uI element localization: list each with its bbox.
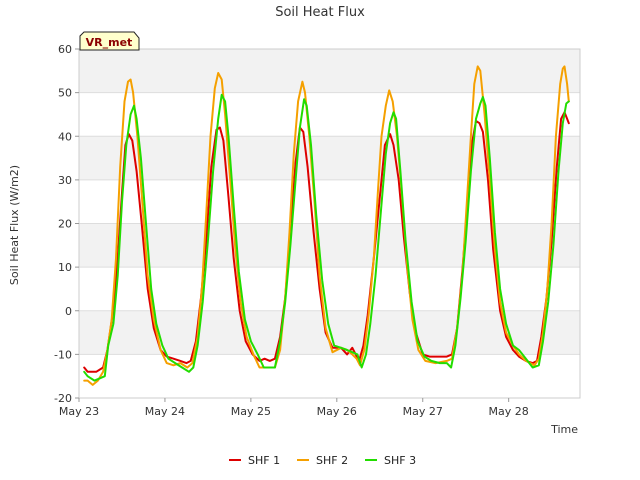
y-tick-label: 40	[58, 130, 72, 143]
y-tick-label: 10	[58, 261, 72, 274]
x-tick-label: May 23	[59, 405, 99, 418]
x-axis-title: Time	[550, 423, 578, 436]
legend-label-shf-3: SHF 3	[384, 454, 416, 467]
x-tick-label: May 27	[403, 405, 443, 418]
y-tick-label: 30	[58, 174, 72, 187]
plot-bands	[79, 49, 580, 355]
y-tick-label: 60	[58, 43, 72, 56]
series-line-shf-3	[83, 93, 570, 382]
legend-label-shf-2: SHF 2	[316, 454, 348, 467]
site-tag: VR_met	[79, 31, 140, 51]
site-tag-box	[79, 31, 140, 51]
x-tick-label: May 25	[231, 405, 271, 418]
x-axis-ticks: May 23 May 24 May 25 May 26 May 27 May 28	[59, 398, 529, 418]
y-tick-label: -20	[54, 392, 72, 405]
site-tag-label: VR_met	[86, 36, 133, 49]
plot-band	[79, 49, 580, 93]
x-tick-label: May 24	[145, 405, 185, 418]
chart-title: Soil Heat Flux	[275, 5, 365, 20]
series-line-shf-2	[83, 65, 570, 386]
legend: SHF 1 SHF 2 SHF 3	[229, 454, 416, 467]
x-tick-label: May 28	[489, 405, 529, 418]
plot-band	[79, 136, 580, 180]
series-lines	[83, 65, 570, 386]
y-axis-title: Soil Heat Flux (W/m2)	[8, 165, 21, 285]
y-axis-ticks: -20 -10 0 10 20 30 40 50 60	[54, 43, 79, 405]
y-tick-label: 0	[65, 305, 72, 318]
y-tick-label: 50	[58, 87, 72, 100]
legend-label-shf-1: SHF 1	[248, 454, 280, 467]
y-tick-label: -10	[54, 348, 72, 361]
x-tick-label: May 26	[317, 405, 357, 418]
plot-band	[79, 223, 580, 268]
y-tick-label: 20	[58, 218, 72, 231]
